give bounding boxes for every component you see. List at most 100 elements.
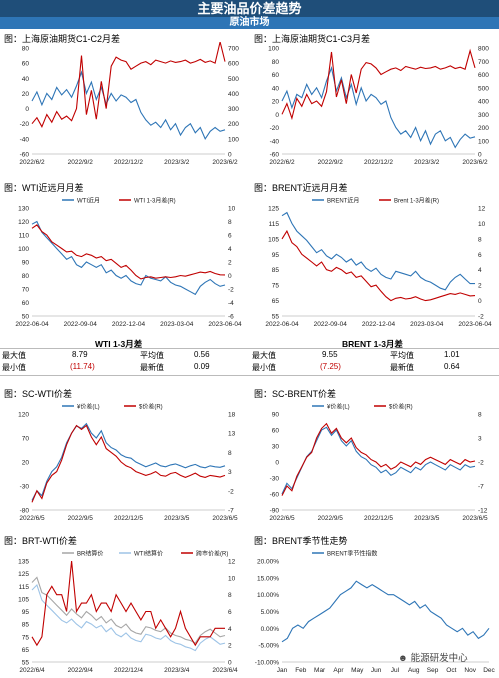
series-line	[281, 580, 490, 643]
y2-tick-label: 8	[478, 412, 482, 419]
y-tick-label: -30	[20, 484, 30, 491]
y2-tick-label: 500	[228, 76, 239, 83]
x-tick-label: Mar	[314, 667, 326, 674]
chart-brt-wti: BR结算价 WTI结算价 跨市价差(R) 135 125 115 105 95 85 75 65 55…	[18, 550, 238, 675]
x-tick-label: Oct	[446, 667, 456, 674]
watermark-text: 能源研发中心	[410, 653, 468, 664]
y2-tick-label: 12	[228, 559, 236, 566]
y-tick-label: 0	[275, 112, 279, 119]
y2-tick-label: 4	[478, 267, 482, 274]
x-tick-label: 2023/6/5	[212, 515, 238, 522]
y-tick-label: -30	[270, 476, 280, 483]
stat-value: 0.09	[194, 362, 210, 371]
stat-value: 0.64	[444, 362, 460, 371]
stat-label: 平均值	[390, 351, 414, 360]
chart-brent-spread: BRENT近月 Brent 1-3月差(R) 125 115 105 95 85 75 65 55…	[265, 197, 492, 329]
y2-tick-label: 2	[478, 283, 482, 290]
y-tick-label: 135	[18, 559, 29, 566]
x-tick-label: 2023-03-04	[160, 321, 194, 328]
y2-tick-label: -6	[228, 314, 234, 321]
x-tick-label: 2022-09-04	[314, 321, 348, 328]
y2-tick-label: -2	[228, 488, 234, 495]
y-tick-label: -20	[20, 121, 30, 128]
y-tick-label: 55	[272, 314, 280, 321]
y2-tick-label: -7	[478, 484, 484, 491]
y-tick-label: 90	[272, 412, 280, 419]
x-tick-label: 2022/9/4	[68, 667, 94, 674]
legend-entry: BR结算价	[62, 550, 103, 558]
y-tick-label: 20	[22, 460, 30, 467]
chart-sc-c1c2: 806040200-20-40-607006005004003002001000…	[19, 42, 239, 166]
chart-sc-wti: ¥价差(L) $价差(R) 120 70 20 -30 -80 18 13 8 3 -2 -7 2022/…	[18, 403, 238, 523]
x-tick-label: Jan	[277, 667, 288, 674]
y2-tick-label: 700	[228, 46, 239, 53]
y2-tick-label: 10	[228, 206, 236, 213]
x-tick-label: Jul	[391, 667, 400, 674]
y-tick-label: 90	[22, 260, 30, 267]
legend-entry: $价差(R)	[124, 403, 163, 411]
series-line	[281, 426, 476, 495]
x-tick-label: Dec	[483, 667, 495, 674]
y-tick-label: 0.00%	[261, 626, 280, 633]
y-tick-label: 60	[22, 61, 30, 68]
y2-tick-label: 0	[478, 298, 482, 305]
y2-tick-label: 0	[228, 660, 232, 667]
legend-entry: BRENT季节性指数	[312, 550, 377, 558]
x-tick-label: 2022/12/4	[114, 667, 143, 674]
y-tick-label: 65	[272, 298, 280, 305]
y-tick-label: -60	[270, 492, 280, 499]
stats-title: WTI 1-3月差	[95, 339, 143, 349]
x-tick-label: 2022/6/2	[19, 159, 45, 166]
x-tick-label: 2022/12/5	[114, 515, 143, 522]
y2-tick-label: 600	[478, 72, 489, 79]
legend-entry: Brent 1-3月差(R)	[379, 197, 439, 205]
x-tick-label: Nov	[464, 667, 476, 674]
stat-value: 8.79	[72, 350, 88, 359]
y2-tick-label: 2	[228, 643, 232, 650]
series-line	[281, 48, 476, 121]
y-tick-label: -80	[20, 508, 30, 515]
y-tick-label: -5.00%	[258, 643, 279, 650]
y2-tick-label: 0	[228, 273, 232, 280]
x-tick-label: 2023/3/5	[164, 515, 190, 522]
legend-entry: ¥价差(L)	[62, 403, 100, 411]
y-tick-label: 5.00%	[261, 609, 280, 616]
legend-label: BRENT季节性指数	[327, 550, 377, 558]
y2-tick-label: 6	[478, 252, 482, 259]
y-tick-label: 95	[22, 609, 30, 616]
stat-value: 1.01	[444, 350, 460, 359]
y2-tick-label: 10	[228, 575, 236, 582]
y-tick-label: -60	[270, 152, 280, 159]
legend-label: WTI 1-3月差(R)	[134, 197, 176, 205]
watermark: ☻ 能源研发中心	[398, 650, 468, 664]
x-tick-label: Sep	[427, 667, 439, 674]
y-tick-label: 80	[22, 273, 30, 280]
series-line	[31, 424, 226, 503]
stat-label: 最大值	[2, 351, 26, 360]
x-tick-label: 2022-06-04	[265, 321, 299, 328]
y2-tick-label: 4	[228, 626, 232, 633]
y-tick-label: 75	[22, 634, 30, 641]
section-title: 原油市场	[0, 17, 499, 29]
legend-entry: $价差(R)	[374, 403, 413, 411]
y-tick-label: 60	[272, 72, 280, 79]
y2-tick-label: 300	[478, 112, 489, 119]
x-tick-label: 2023/3/5	[414, 515, 440, 522]
stat-value: 0.56	[194, 350, 210, 359]
x-tick-label: 2022/6/2	[269, 159, 295, 166]
y-tick-label: 85	[22, 622, 30, 629]
chart-sc-c1c3: 100806040200-20-40-608007006005004003002…	[268, 46, 489, 167]
series-line	[281, 211, 475, 291]
y-tick-label: 20	[22, 91, 30, 98]
y-tick-label: 0	[275, 460, 279, 467]
chart-sc-brent: ¥价差(L) $价差(R)9060300-30-60-9083-2-7-12202…	[269, 403, 488, 523]
x-tick-label: 2022-12-04	[362, 321, 396, 328]
legend-entry: WTI近月	[62, 197, 100, 205]
x-tick-label: 2022/9/2	[68, 159, 94, 166]
x-tick-label: 2023/6/2	[212, 159, 238, 166]
chart-brent-seasonal: BRENT季节性指数 20.00% 15.00% 10.00% 5.00% 0.00% -5…	[255, 550, 496, 675]
y2-tick-label: 0	[478, 152, 482, 159]
x-tick-label: 2023/6/5	[462, 515, 488, 522]
y-tick-label: 20.00%	[257, 559, 279, 566]
chart-title: 图：上海原油期货C1-C3月差	[254, 34, 371, 44]
